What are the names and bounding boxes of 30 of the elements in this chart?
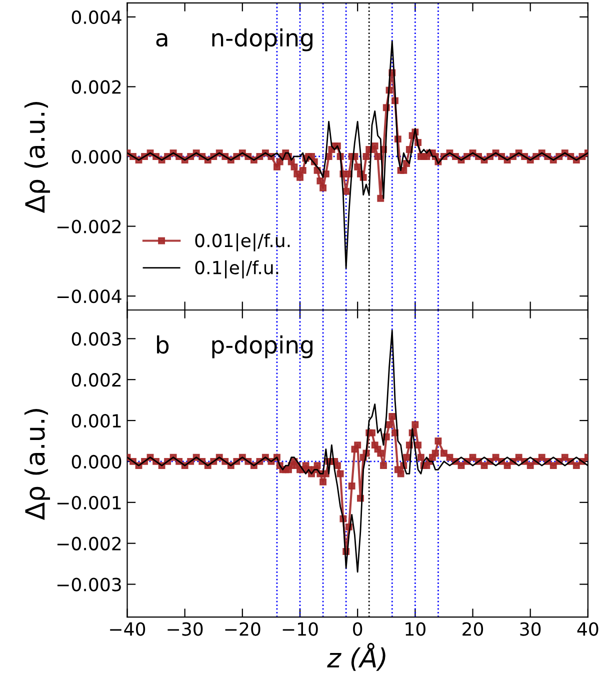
x-tick-label: −30	[168, 622, 203, 636]
y-tick-label: 0.001	[72, 414, 121, 428]
y-axis-title: Δρ (a.u.)	[24, 409, 50, 520]
y-tick-label: −0.002	[57, 220, 121, 234]
annotation: n-doping	[212, 28, 312, 52]
x-tick-label: −40	[110, 622, 146, 636]
y-tick-label: 0.003	[72, 332, 121, 346]
y-axis-title: Δρ (a.u.)	[24, 102, 50, 214]
y-tick-label: 0.002	[72, 80, 121, 94]
y-tick-label: −0.001	[57, 496, 121, 510]
annotation: p-doping	[212, 335, 312, 358]
y-tick-label: −0.003	[57, 578, 121, 592]
y-tick-label: −0.004	[57, 290, 122, 304]
legend-label: 0.01|e|/f.u.	[195, 233, 290, 252]
x-tick-label: 40	[577, 622, 598, 636]
x-tick-label: 20	[462, 622, 484, 636]
x-tick-label: −10	[282, 622, 318, 636]
y-tick-label: 0.004	[72, 10, 122, 24]
x-axis-title: z (Å)	[327, 642, 386, 671]
x-tick-label: 30	[520, 622, 541, 636]
legend-label: 0.1|e|/f.u.	[195, 260, 278, 278]
x-tick-label: 10	[406, 622, 426, 636]
y-tick-label: 0.000	[72, 150, 122, 164]
y-tick-label: −0.002	[57, 536, 121, 550]
x-tick-label: −20	[225, 622, 260, 636]
x-tick-label: 0	[353, 622, 362, 636]
annotation: a	[156, 33, 168, 47]
y-tick-label: 0.002	[72, 373, 121, 387]
y-tick-label: 0.000	[72, 454, 122, 469]
annotation: b	[157, 335, 169, 354]
